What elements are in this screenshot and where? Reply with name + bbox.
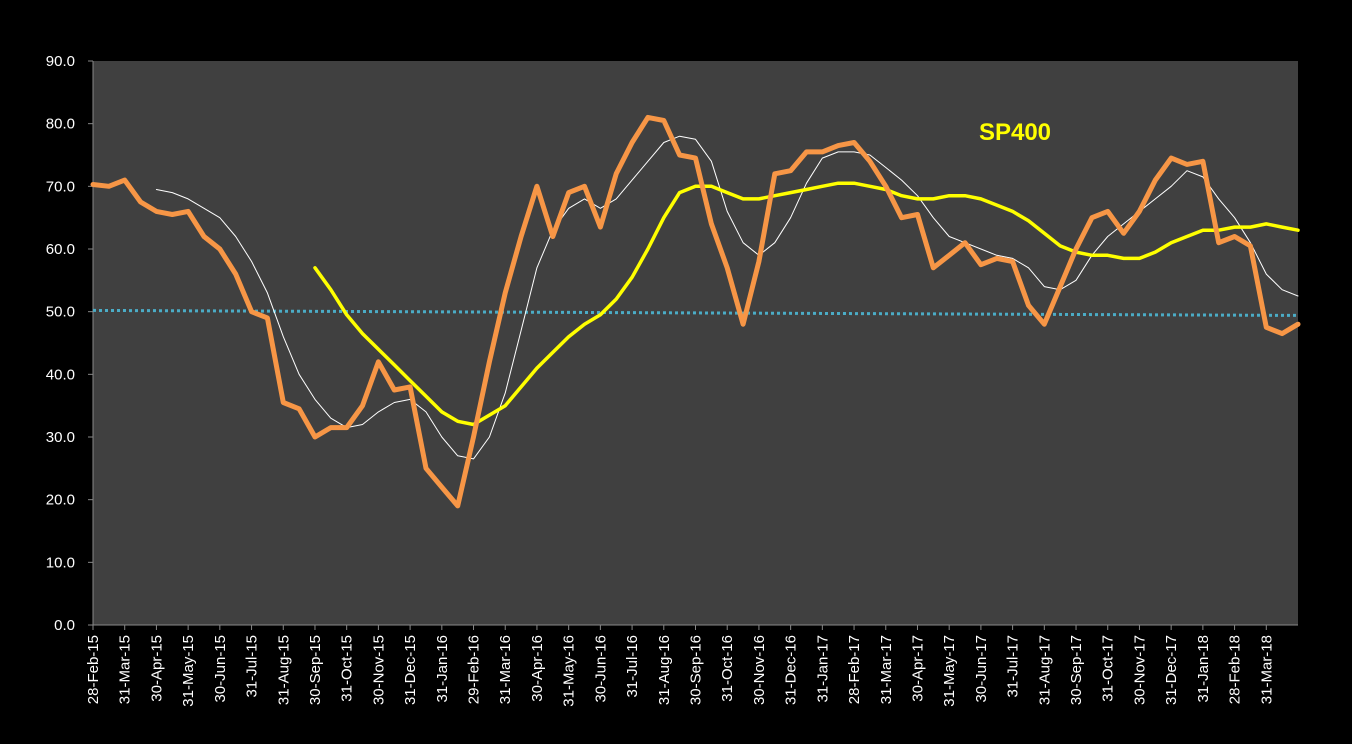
- y-tick-label: 30.0: [46, 429, 75, 446]
- y-tick-label: 90.0: [46, 53, 75, 70]
- annotation: SP400: [979, 119, 1051, 146]
- x-tick-label: 31-Jan-16: [434, 635, 451, 703]
- x-tick-label: 31-Aug-16: [656, 635, 673, 705]
- x-tick-label: 31-May-16: [561, 635, 578, 707]
- trend-line: [92, 308, 1299, 317]
- x-tick-label: 30-Jun-17: [973, 635, 990, 703]
- x-tick-label: 31-Dec-17: [1163, 635, 1180, 705]
- x-tick-label: 31-Jul-15: [244, 635, 261, 698]
- y-tick-label: 40.0: [46, 366, 75, 383]
- x-tick-label: 31-Dec-15: [402, 635, 419, 705]
- x-tick-label: 30-Sep-16: [688, 635, 705, 705]
- y-tick-label: 10.0: [46, 554, 75, 571]
- x-tick-label: 31-Mar-16: [497, 635, 514, 704]
- x-tick-label: 31-Mar-17: [878, 635, 895, 704]
- plot-area: [93, 61, 1298, 625]
- y-tick-label: 80.0: [46, 116, 75, 133]
- x-tick-label: 31-Oct-17: [1100, 635, 1117, 702]
- x-tick-label: 30-Jun-16: [592, 635, 609, 703]
- x-tick-label: 30-Nov-17: [1131, 635, 1148, 705]
- x-tick-label: 31-Dec-16: [783, 635, 800, 705]
- x-tick-label: 30-Sep-15: [307, 635, 324, 705]
- x-tick-label: 31-Aug-17: [1036, 635, 1053, 705]
- x-tick-label: 28-Feb-15: [85, 635, 102, 704]
- x-tick-label: 28-Feb-17: [846, 635, 863, 704]
- x-tick-label: 30-Jun-15: [212, 635, 229, 703]
- x-tick-label: 31-Jan-18: [1195, 635, 1212, 703]
- x-tick-label: 28-Feb-18: [1227, 635, 1244, 704]
- y-tick-label: 50.0: [46, 304, 75, 321]
- x-tick-label: 30-Apr-16: [529, 635, 546, 702]
- series-line: [90, 114, 1301, 509]
- x-tick-label: 31-Oct-15: [339, 635, 356, 702]
- y-tick-label: 60.0: [46, 241, 75, 258]
- x-tick-label: 31-Oct-16: [719, 635, 736, 702]
- x-tick-label: 29-Feb-16: [466, 635, 483, 704]
- x-tick-label: 31-May-17: [941, 635, 958, 707]
- x-tick-label: 30-Sep-17: [1068, 635, 1085, 705]
- x-tick-label: 31-Jul-17: [1005, 635, 1022, 698]
- x-tick-label: 30-Nov-15: [370, 635, 387, 705]
- x-tick-label: 30-Apr-15: [148, 635, 165, 702]
- x-tick-label: 30-Nov-16: [751, 635, 768, 705]
- y-tick-label: 0.0: [54, 617, 75, 634]
- x-tick-label: 31-Jul-16: [624, 635, 641, 698]
- x-tick-label: 31-Mar-18: [1258, 635, 1275, 704]
- x-tick-label: 31-May-15: [180, 635, 197, 707]
- x-tick-label: 31-Mar-15: [117, 635, 134, 704]
- x-tick-label: 31-Jan-17: [814, 635, 831, 703]
- y-tick-label: 70.0: [46, 178, 75, 195]
- x-tick-label: 30-Apr-17: [909, 635, 926, 702]
- y-tick-label: 20.0: [46, 492, 75, 509]
- x-tick-label: 31-Aug-15: [275, 635, 292, 705]
